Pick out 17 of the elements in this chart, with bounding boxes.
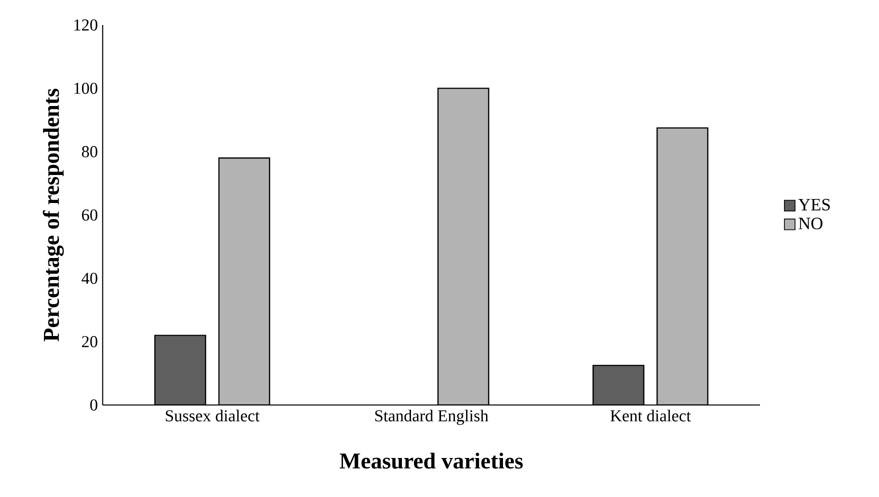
x-axis-title: Measured varieties bbox=[340, 452, 523, 469]
bar bbox=[437, 88, 490, 405]
y-tick-label: 40 bbox=[82, 272, 98, 284]
y-tick-label: 0 bbox=[90, 399, 98, 411]
x-tick-label: Standard English bbox=[375, 410, 488, 425]
y-tick-label: 60 bbox=[82, 209, 98, 221]
y-tick-label: 80 bbox=[82, 146, 98, 158]
x-tick-label: Sussex dialect bbox=[166, 410, 260, 422]
y-axis-title: Percentage of respondents bbox=[42, 88, 64, 342]
bar bbox=[656, 127, 708, 405]
bar bbox=[218, 157, 270, 405]
y-tick-label: 20 bbox=[82, 336, 98, 348]
legend-label: YES bbox=[798, 198, 830, 210]
y-tick-label: 100 bbox=[74, 82, 98, 94]
x-tick-label: Kent dialect bbox=[610, 410, 691, 422]
legend-label: NO bbox=[798, 218, 822, 230]
y-tick-label: 120 bbox=[74, 19, 98, 31]
